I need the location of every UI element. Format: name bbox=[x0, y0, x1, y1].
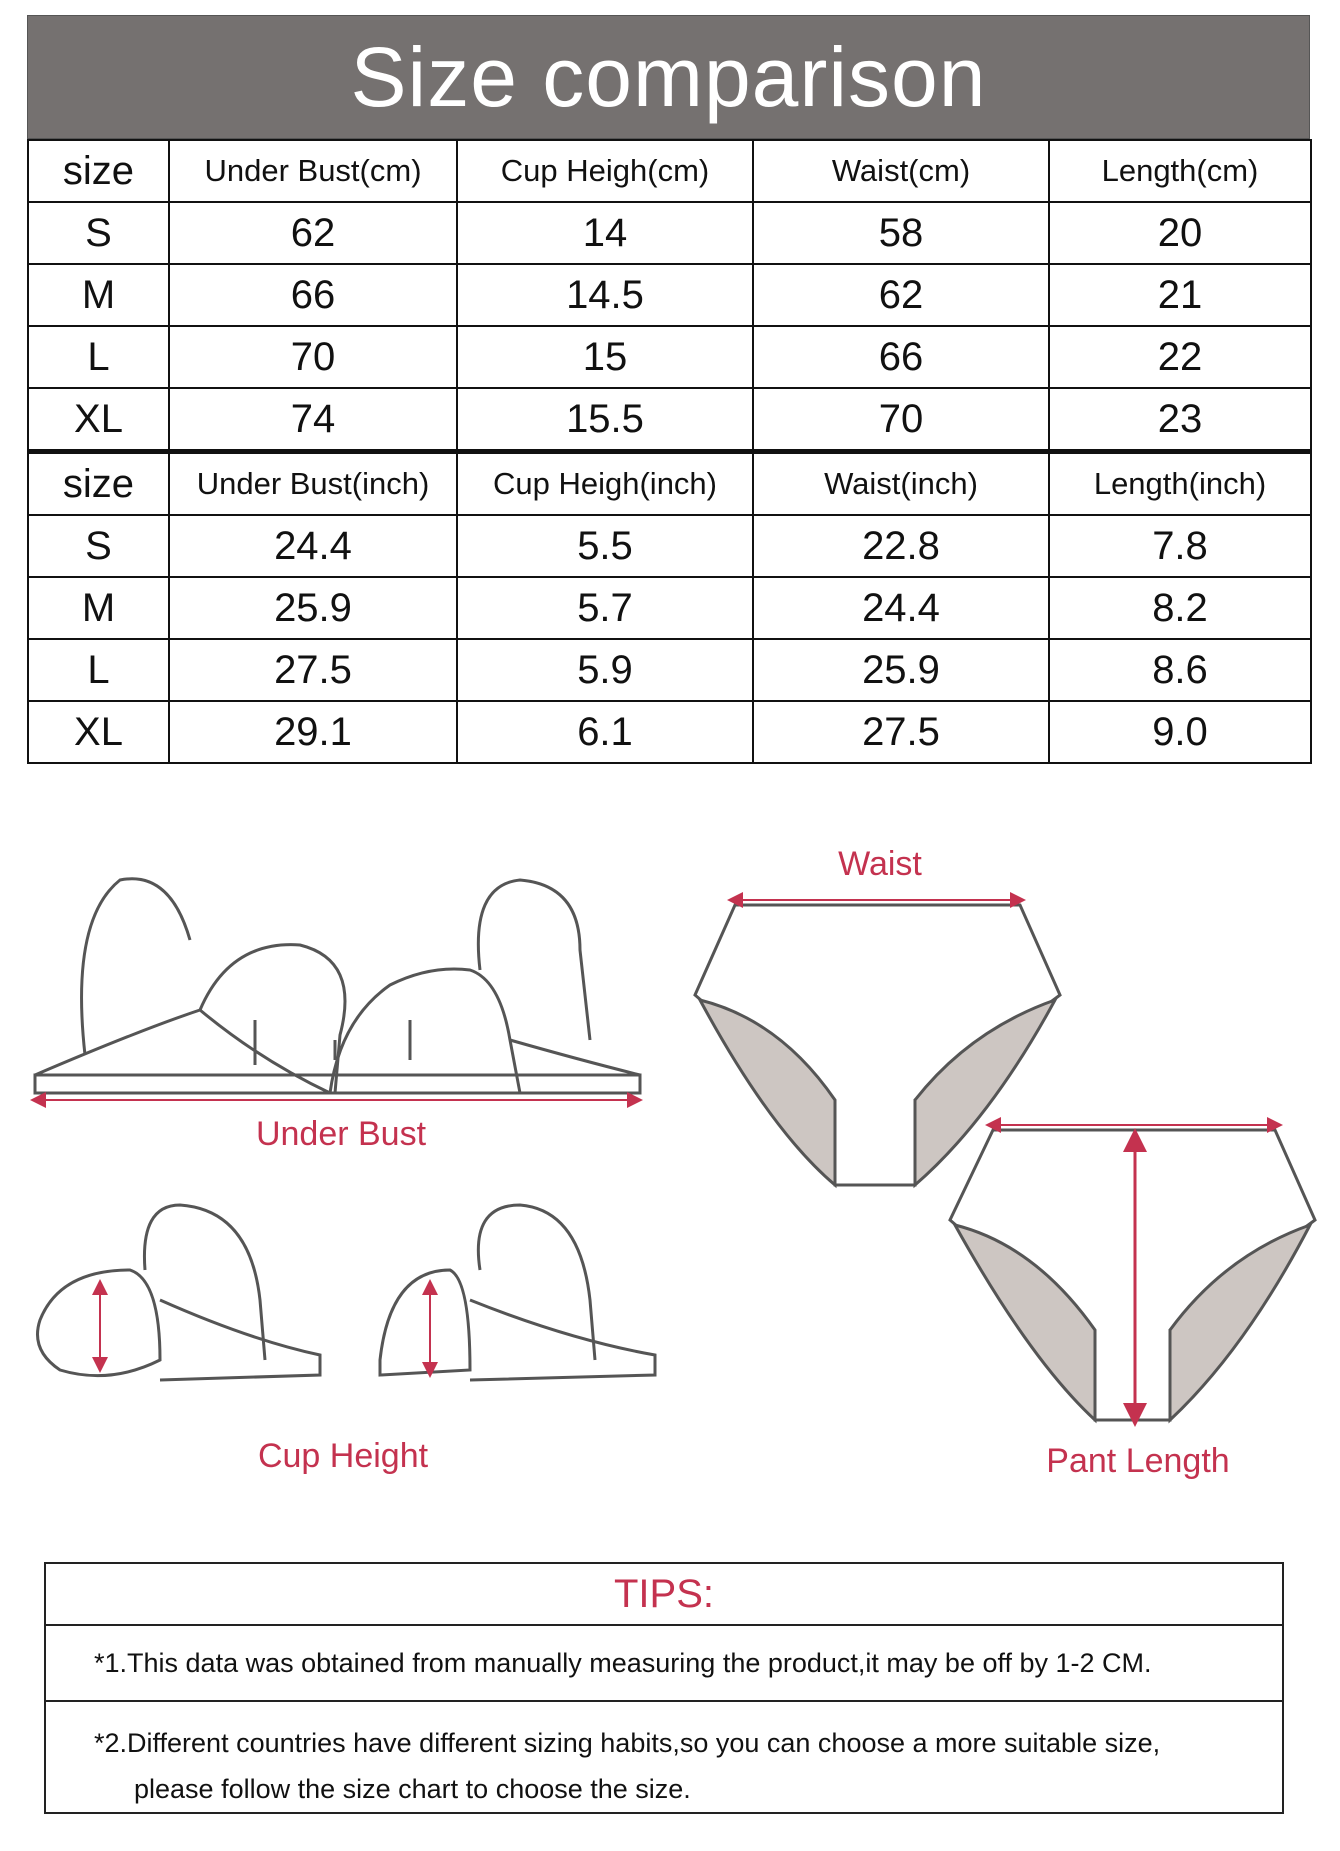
table-cell: 22 bbox=[1048, 325, 1312, 389]
table-row: L 27.5 5.9 25.9 8.6 bbox=[27, 638, 1312, 702]
panties-front-icon bbox=[693, 903, 1062, 1189]
table-cell: S bbox=[27, 201, 170, 265]
table-row: M 66 14.5 62 21 bbox=[27, 263, 1312, 327]
column-header: Cup Heigh(cm) bbox=[456, 139, 754, 203]
waist-label: Waist bbox=[838, 845, 922, 883]
table-cell: 15.5 bbox=[456, 387, 754, 453]
table-cell: 23 bbox=[1048, 387, 1312, 453]
tips-heading: TIPS: bbox=[613, 1571, 715, 1616]
table-row: M 25.9 5.7 24.4 8.2 bbox=[27, 576, 1312, 640]
table-cell: 27.5 bbox=[168, 638, 458, 702]
table-row: XL 74 15.5 70 23 bbox=[27, 387, 1312, 453]
tip-1: *1.This data was obtained from manually … bbox=[46, 1624, 1282, 1700]
table-cell: 15 bbox=[456, 325, 754, 389]
table-cell: 14.5 bbox=[456, 263, 754, 327]
column-header: size bbox=[27, 449, 170, 516]
table-cell: M bbox=[27, 263, 170, 327]
table-cell: 21 bbox=[1048, 263, 1312, 327]
column-header: Waist(inch) bbox=[752, 449, 1050, 516]
tip-2: *2.Different countries have different si… bbox=[46, 1700, 1282, 1812]
table-cell: 8.2 bbox=[1048, 576, 1312, 640]
table-header-row: size Under Bust(inch) Cup Heigh(inch) Waist… bbox=[27, 449, 1312, 516]
table-cell: 20 bbox=[1048, 201, 1312, 265]
table-cell: XL bbox=[27, 387, 170, 453]
table-cell: 6.1 bbox=[456, 700, 754, 764]
page-title: Size comparison bbox=[350, 29, 987, 124]
table-cell: L bbox=[27, 325, 170, 389]
column-header: Under Bust(inch) bbox=[168, 449, 458, 516]
table-cell: 66 bbox=[752, 325, 1050, 389]
column-header: Length(inch) bbox=[1048, 449, 1312, 516]
tips-box: TIPS: *1.This data was obtained from man… bbox=[44, 1562, 1284, 1814]
measurement-illustrations: Waist Under Bust Cup Height Pant Length bbox=[0, 800, 1340, 1520]
table-cell: S bbox=[27, 514, 170, 578]
column-header: Length(cm) bbox=[1048, 139, 1312, 203]
bra-side-icon bbox=[36, 1203, 657, 1382]
table-cell: 25.9 bbox=[752, 638, 1050, 702]
table-header-row: size Under Bust(cm) Cup Heigh(cm) Waist(cm)… bbox=[27, 139, 1312, 203]
table-cell: M bbox=[27, 576, 170, 640]
table-cell: 9.0 bbox=[1048, 700, 1312, 764]
table-cell: 22.8 bbox=[752, 514, 1050, 578]
table-cell: 27.5 bbox=[752, 700, 1050, 764]
table-row: XL 29.1 6.1 27.5 9.0 bbox=[27, 700, 1312, 764]
table-cell: XL bbox=[27, 700, 170, 764]
table-cell: 74 bbox=[168, 387, 458, 453]
table-cell: L bbox=[27, 638, 170, 702]
table-cell: 5.5 bbox=[456, 514, 754, 578]
table-cell: 29.1 bbox=[168, 700, 458, 764]
table-row: S 24.4 5.5 22.8 7.8 bbox=[27, 514, 1312, 578]
table-cell: 8.6 bbox=[1048, 638, 1312, 702]
table-row: S 62 14 58 20 bbox=[27, 201, 1312, 265]
table-cell: 25.9 bbox=[168, 576, 458, 640]
table-cell: 70 bbox=[752, 387, 1050, 453]
cup-height-label: Cup Height bbox=[257, 1437, 429, 1475]
table-cell: 58 bbox=[752, 201, 1050, 265]
table-cell: 62 bbox=[752, 263, 1050, 327]
garment-diagrams bbox=[30, 877, 1317, 1427]
column-header: Under Bust(cm) bbox=[168, 139, 458, 203]
size-table: size Under Bust(cm) Cup Heigh(cm) Waist(cm)… bbox=[27, 139, 1312, 764]
table-cell: 66 bbox=[168, 263, 458, 327]
tip-2-line-2: please follow the size chart to choose t… bbox=[134, 1774, 691, 1804]
table-cell: 5.9 bbox=[456, 638, 754, 702]
table-cell: 14 bbox=[456, 201, 754, 265]
title-banner: Size comparison bbox=[27, 15, 1310, 139]
table-cell: 24.4 bbox=[168, 514, 458, 578]
table-row: L 70 15 66 22 bbox=[27, 325, 1312, 389]
column-header: size bbox=[27, 139, 170, 203]
table-cell: 70 bbox=[168, 325, 458, 389]
table-cell: 7.8 bbox=[1048, 514, 1312, 578]
panties-back-icon bbox=[948, 1128, 1317, 1424]
table-cell: 24.4 bbox=[752, 576, 1050, 640]
under-bust-label: Under Bust bbox=[255, 1115, 427, 1153]
tip-2-line-1: *2.Different countries have different si… bbox=[94, 1728, 1161, 1758]
column-header: Cup Heigh(inch) bbox=[456, 449, 754, 516]
table-cell: 5.7 bbox=[456, 576, 754, 640]
column-header: Waist(cm) bbox=[752, 139, 1050, 203]
table-cell: 62 bbox=[168, 201, 458, 265]
pant-length-label: Pant Length bbox=[1046, 1442, 1230, 1480]
bra-front-icon bbox=[33, 877, 642, 1095]
